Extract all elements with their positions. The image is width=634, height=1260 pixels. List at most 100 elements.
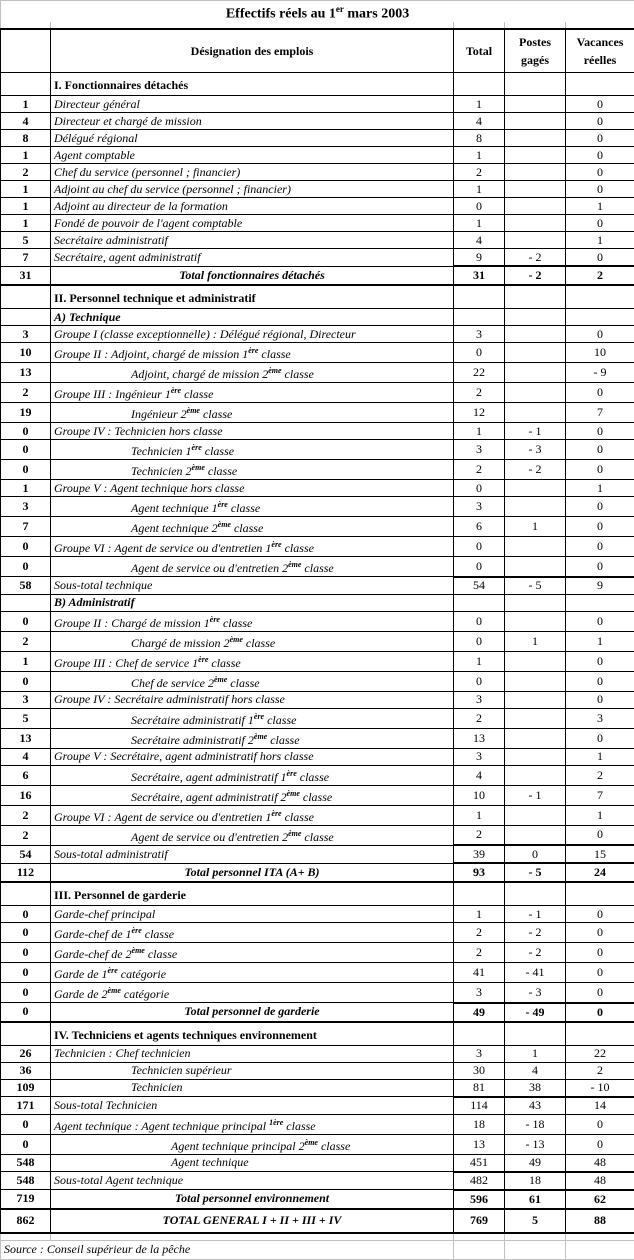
total-cell: 1 [454, 147, 505, 164]
postes-cell [505, 130, 566, 147]
vacances-cell: 0 [566, 113, 634, 130]
postes-cell: - 1 [505, 785, 566, 805]
postes-cell: 5 [505, 1209, 566, 1233]
vacances-cell: 1 [566, 232, 634, 249]
designation-cell: I. Fonctionnaires détachés [51, 73, 454, 96]
postes-cell [505, 537, 566, 557]
vacances-cell: 0 [566, 440, 634, 460]
postes-cell: - 13 [505, 1134, 566, 1154]
designation-cell: Groupe II : Chargé de mission 1ère class… [51, 611, 454, 631]
effectif-cell: 6 [1, 765, 51, 785]
total-cell: 1 [454, 423, 505, 440]
postes-cell: 38 [505, 1079, 566, 1097]
postes-cell: 1 [505, 631, 566, 651]
total-cell: 49 [454, 1003, 505, 1022]
total-cell: 3 [454, 691, 505, 708]
header-designation: Désignation des emplois [51, 29, 454, 73]
effectif-cell: 0 [1, 923, 51, 943]
postes-cell [505, 96, 566, 113]
total-cell: 0 [454, 198, 505, 215]
vacances-cell: 9 [566, 577, 634, 595]
designation-cell: Total personnel de garderie [51, 1003, 454, 1022]
postes-cell: - 2 [505, 266, 566, 285]
effectif-cell: 2 [1, 383, 51, 403]
designation-cell: Sous-total Agent technique [51, 1172, 454, 1190]
vacances-cell: 0 [566, 130, 634, 147]
effectif-cell: 0 [1, 943, 51, 963]
total-cell: 0 [454, 611, 505, 631]
section-row: II. Personnel technique et administratif [1, 285, 634, 309]
designation-cell: Groupe IV : Technicien hors classe [51, 423, 454, 440]
designation-cell: Chef du service (personnel ; financier) [51, 164, 454, 181]
total-cell: 1 [454, 906, 505, 923]
designation-cell: Agent technique 1ère classe [51, 497, 454, 517]
postes-cell [505, 1022, 566, 1046]
vacances-cell: 0 [566, 326, 634, 343]
postes-cell [505, 765, 566, 785]
effectif-cell [1, 285, 51, 309]
designation-cell: Total personnel environnement [51, 1190, 454, 1209]
effectif-cell: 7 [1, 249, 51, 267]
total-cell: 93 [454, 863, 505, 882]
effectif-cell: 8 [1, 130, 51, 147]
total-cell: 31 [454, 266, 505, 285]
designation-cell: Total fonctionnaires détachés [51, 266, 454, 285]
designation-cell: Technicien 2ème classe [51, 460, 454, 480]
designation-cell: Secrétaire administratif 1ère classe [51, 708, 454, 728]
vacances-cell: 0 [566, 943, 634, 963]
postes-cell: - 2 [505, 249, 566, 267]
effectif-cell: 13 [1, 728, 51, 748]
postes-cell [505, 215, 566, 232]
designation-cell: Agent de service ou d'entretien 2ème cla… [51, 825, 454, 845]
designation-cell: II. Personnel technique et administratif [51, 285, 454, 309]
designation-cell: Agent technique : Agent technique princi… [51, 1114, 454, 1134]
designation-cell: Directeur et chargé de mission [51, 113, 454, 130]
postes-cell: 1 [505, 517, 566, 537]
effectif-cell: 1 [1, 198, 51, 215]
designation-cell: Secrétaire, agent administratif 2ème cla… [51, 785, 454, 805]
total-cell: 451 [454, 1154, 505, 1172]
vacances-cell: 2 [566, 266, 634, 285]
vacances-cell [566, 73, 634, 96]
designation-cell: Adjoint au chef du service (personnel ; … [51, 181, 454, 198]
total-cell: 6 [454, 517, 505, 537]
vacances-cell: 3 [566, 708, 634, 728]
postes-cell: 43 [505, 1097, 566, 1115]
effectif-cell: 548 [1, 1154, 51, 1172]
designation-cell: A) Technique [51, 309, 454, 326]
total-cell: 2 [454, 825, 505, 845]
postes-cell: - 1 [505, 423, 566, 440]
designation-cell: Adjoint au directeur de la formation [51, 198, 454, 215]
postes-cell [505, 728, 566, 748]
postes-cell [505, 181, 566, 198]
postes-cell [505, 825, 566, 845]
section-row: B) Administratif [1, 594, 634, 611]
total-cell: 18 [454, 1114, 505, 1134]
effectif-cell: 0 [1, 440, 51, 460]
vacances-cell: 1 [566, 198, 634, 215]
total-cell: 1 [454, 651, 505, 671]
vacances-cell: - 9 [566, 363, 634, 383]
vacances-cell: 0 [566, 728, 634, 748]
vacances-cell [566, 882, 634, 906]
vacances-cell: 0 [566, 1134, 634, 1154]
designation-cell: III. Personnel de garderie [51, 882, 454, 906]
vacances-cell: 0 [566, 164, 634, 181]
